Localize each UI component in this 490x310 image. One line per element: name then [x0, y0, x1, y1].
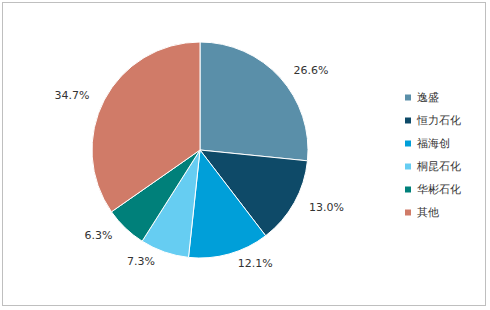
svg-text:7.3%: 7.3% [127, 255, 155, 268]
svg-text:6.3%: 6.3% [84, 229, 112, 242]
svg-text:福海创: 福海创 [417, 137, 450, 150]
svg-text:其他: 其他 [417, 206, 439, 219]
svg-text:26.6%: 26.6% [294, 64, 329, 77]
svg-text:桐昆石化: 桐昆石化 [416, 160, 461, 173]
svg-text:12.1%: 12.1% [238, 257, 273, 270]
svg-text:34.7%: 34.7% [54, 89, 89, 102]
svg-text:恒力石化: 恒力石化 [416, 114, 461, 127]
svg-text:华彬石化: 华彬石化 [417, 183, 461, 196]
svg-text:13.0%: 13.0% [309, 201, 344, 214]
svg-text:逸盛: 逸盛 [417, 91, 439, 104]
